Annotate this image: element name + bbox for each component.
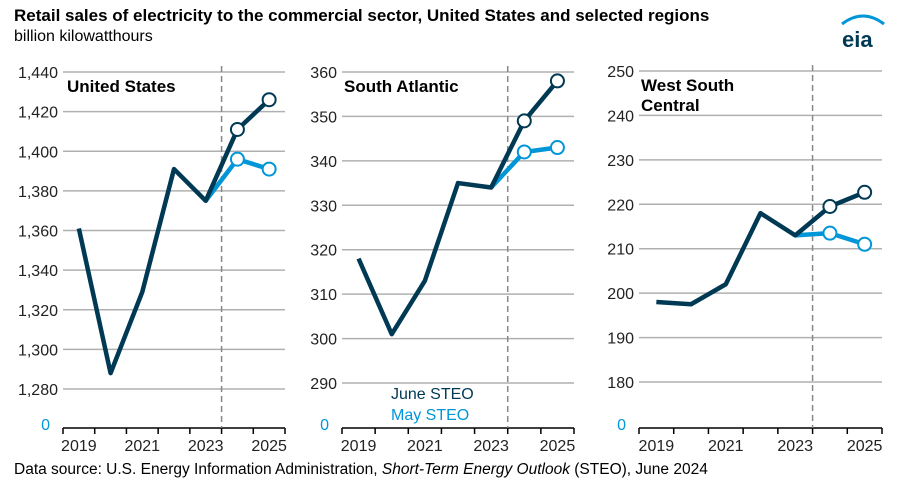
june-forecast-marker: [229, 121, 245, 137]
legend-may-steo: May STEO: [391, 407, 469, 424]
y-tick-label: 240: [607, 108, 634, 125]
y-tick-label: 200: [607, 286, 634, 303]
june-forecast-marker: [549, 73, 565, 89]
x-tick-label: 2019: [341, 438, 377, 455]
axis-break-label: 0: [320, 417, 329, 434]
june-forecast-marker: [516, 113, 532, 129]
y-tick-label: 1,320: [18, 303, 58, 320]
may-forecast-marker: [516, 144, 532, 160]
y-tick-label: 360: [310, 65, 337, 82]
x-tick-label: 2025: [847, 438, 883, 455]
may-forecast-marker: [261, 161, 277, 177]
x-tick-label: 2025: [540, 438, 576, 455]
june-forecast-marker: [822, 199, 838, 215]
x-tick-label: 2023: [473, 438, 509, 455]
x-tick-label: 2021: [124, 438, 160, 455]
y-tick-label: 1,300: [18, 342, 58, 359]
may-forecast-marker: [549, 140, 565, 156]
chart-title: Retail sales of electricity to the comme…: [14, 6, 710, 25]
x-tick-label: 2023: [188, 438, 224, 455]
y-tick-label: 1,440: [18, 65, 58, 82]
y-tick-label: 330: [310, 198, 337, 215]
may-forecast-marker: [229, 151, 245, 167]
y-tick-label: 190: [607, 331, 634, 348]
y-tick-label: 290: [310, 376, 337, 393]
y-tick-label: 1,360: [18, 224, 58, 241]
june-steo-line: [76, 98, 271, 376]
june-forecast-marker: [857, 184, 873, 200]
axis-break-label: 0: [41, 417, 50, 434]
x-tick-label: 2021: [407, 438, 443, 455]
data-source: Data source: U.S. Energy Information Adm…: [14, 461, 708, 479]
legend-june-steo: June STEO: [391, 386, 474, 403]
source-prefix: Data source: U.S. Energy Information Adm…: [14, 461, 382, 478]
y-tick-label: 1,420: [18, 105, 58, 122]
eia-logo: eia: [841, 14, 885, 52]
y-tick-label: 220: [607, 197, 634, 214]
y-tick-label: 320: [310, 243, 337, 260]
panel-title: United States: [67, 77, 176, 96]
y-tick-label: 350: [310, 109, 337, 126]
y-tick-label: 1,280: [18, 382, 58, 399]
y-tick-label: 340: [310, 154, 337, 171]
source-publication: Short-Term Energy Outlook: [381, 461, 570, 478]
may-forecast-marker: [822, 225, 838, 241]
y-tick-label: 180: [607, 375, 634, 392]
y-tick-label: 1,340: [18, 263, 58, 280]
source-suffix: (STEO), June 2024: [569, 461, 708, 478]
may-forecast-marker: [857, 236, 873, 252]
y-tick-label: 230: [607, 153, 634, 170]
y-tick-label: 1,380: [18, 184, 58, 201]
x-tick-label: 2019: [639, 438, 675, 455]
svg-text:eia: eia: [842, 27, 873, 52]
y-tick-label: 250: [607, 64, 634, 81]
y-tick-label: 210: [607, 242, 634, 259]
x-tick-label: 2023: [777, 438, 813, 455]
panel-title: South Atlantic: [344, 77, 459, 96]
x-tick-label: 2019: [61, 438, 97, 455]
x-tick-label: 2025: [251, 438, 287, 455]
y-tick-label: 310: [310, 287, 337, 304]
y-tick-label: 1,400: [18, 144, 58, 161]
axis-break-label: 0: [617, 417, 626, 434]
y-tick-label: 300: [310, 332, 337, 349]
unit-label: billion kilowatthours: [14, 28, 153, 45]
x-tick-label: 2021: [708, 438, 744, 455]
panel-title: West South Central: [641, 76, 734, 115]
june-forecast-marker: [261, 92, 277, 108]
